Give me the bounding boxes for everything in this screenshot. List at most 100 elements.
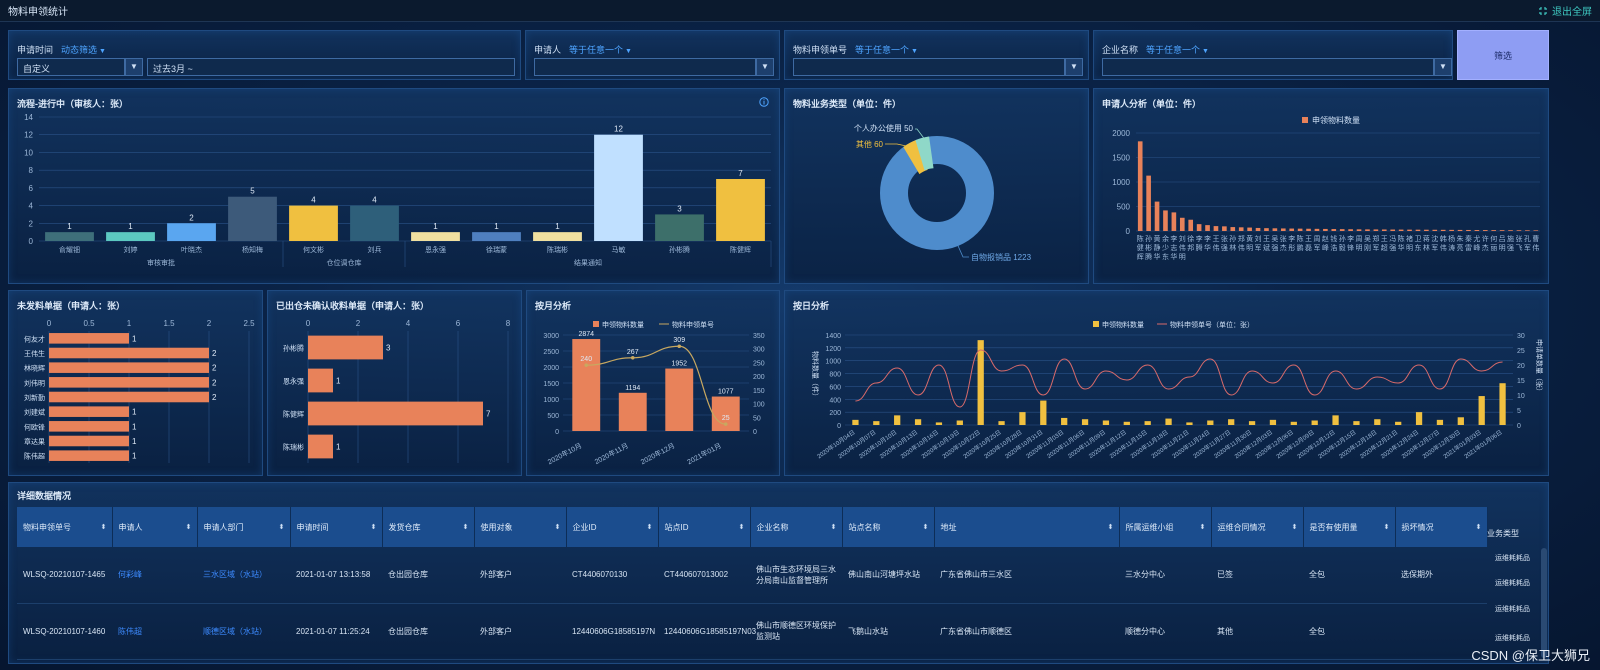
bar (1306, 228, 1311, 231)
company-filter-mode[interactable]: 等于任意一个 (1146, 45, 1201, 55)
table-cell: 12440606G18585197N03 (658, 603, 756, 660)
table-cell: 全包 (1303, 547, 1395, 604)
x-tick-label: 杰 (1482, 243, 1489, 252)
chevron-down-icon: ▼ (911, 48, 918, 55)
column-header[interactable]: 站点ID ⬍ (658, 507, 751, 547)
line-series (855, 349, 1503, 408)
bar (914, 419, 922, 425)
bar (1395, 421, 1402, 425)
filter-submit-button[interactable]: 筛选 (1457, 30, 1549, 80)
column-header[interactable]: 企业ID ⬍ (566, 507, 659, 547)
label-leader-personal (915, 128, 927, 142)
sort-icon[interactable]: ⬍ (830, 524, 837, 531)
bar (533, 232, 582, 241)
bar (956, 420, 963, 425)
date-range-input[interactable]: 过去3月 ~ (147, 58, 515, 76)
sort-icon[interactable]: ⬍ (922, 524, 929, 531)
order-no-select[interactable] (793, 58, 1065, 76)
table-cell: 2021-01-07 13:13:58 (290, 547, 382, 604)
column-header[interactable]: 地址 ⬍ (934, 507, 1120, 547)
info-icon[interactable] (759, 97, 769, 107)
biz-type-header[interactable]: 业务类型 (1487, 529, 1519, 538)
column-header[interactable]: 运维合同情况 ⬍ (1211, 507, 1304, 547)
label-reimb: 自物报销品 1223 (971, 252, 1032, 262)
sort-icon[interactable]: ⬍ (1291, 524, 1298, 531)
x-tick-label: 赵 (1322, 234, 1329, 243)
x-tick-label: 沈 (1431, 234, 1438, 243)
sort-icon[interactable]: ⬍ (1107, 524, 1114, 531)
column-header[interactable]: 企业名称 ⬍ (750, 507, 843, 547)
order-filter-mode[interactable]: 等于任意一个 (855, 45, 910, 55)
column-header[interactable]: 是否有使用量 ⬍ (1303, 507, 1396, 547)
date-filter-label: 申请时间 动态筛选 ▼ (17, 43, 106, 56)
company-select[interactable] (1102, 58, 1434, 76)
sort-icon[interactable]: ⬍ (370, 524, 377, 531)
bar (1165, 418, 1172, 425)
applicant-filter-mode[interactable]: 等于任意一个 (569, 45, 624, 55)
sort-icon[interactable]: ⬍ (1199, 524, 1206, 531)
applicant-dropdown-icon[interactable]: ▼ (756, 58, 774, 76)
x-tick-label: 叶晓杰 (181, 245, 202, 254)
line-point (723, 422, 728, 426)
bar (873, 421, 880, 425)
chevron-down-icon: ▼ (99, 48, 106, 55)
bar-value-label: 1 (132, 437, 137, 446)
bar (1264, 228, 1269, 231)
table-row[interactable]: WLSQ-20210107-1460 陈伟超 顺德区域（水站） 2021-01-07 … (17, 603, 1487, 660)
exit-fullscreen-button[interactable]: 退出全屏 (1538, 3, 1592, 18)
y-right-tick-label: 100 (753, 402, 765, 409)
x-tick-label: 郑 (1372, 235, 1379, 243)
sort-icon[interactable]: ⬍ (462, 524, 469, 531)
sort-icon[interactable]: ⬍ (1383, 524, 1390, 531)
sort-icon[interactable]: ⬍ (738, 524, 745, 531)
column-header[interactable]: 站点名称 ⬍ (842, 507, 935, 547)
column-header[interactable]: 申请人 ⬍ (112, 507, 198, 547)
bar (308, 434, 333, 459)
column-header-label: 地址 (940, 522, 957, 532)
table-cell[interactable]: 三水区域（水站） (197, 547, 290, 604)
bar (1238, 227, 1244, 231)
bar-value-label: 1 (336, 443, 341, 452)
x-tick-label: 伟 (1532, 243, 1539, 252)
column-header[interactable]: 所属运维小组 ⬍ (1119, 507, 1212, 547)
column-header[interactable]: 物料申领单号 ⬍ (17, 507, 113, 547)
x-tick-label: 超 (1381, 243, 1388, 252)
table-scrollbar[interactable] (1541, 548, 1547, 658)
sort-icon[interactable]: ⬍ (1475, 524, 1482, 531)
sort-icon[interactable]: ⬍ (554, 524, 561, 531)
order-no-dropdown-icon[interactable]: ▼ (1065, 58, 1083, 76)
table-row[interactable]: WLSQ-20210107-1465 何彩峰 三水区域（水站） 2021-01-07 … (17, 547, 1487, 604)
bar (1179, 217, 1185, 231)
table-cell[interactable]: 陈伟超 (112, 603, 197, 660)
x-tick-label: 刘婷 (124, 245, 138, 254)
y-tick-label: 2 (29, 219, 34, 228)
x-tick-label: 明 (1356, 244, 1363, 252)
company-dropdown-icon[interactable]: ▼ (1434, 58, 1452, 76)
bar (1255, 227, 1261, 231)
table-cell: 其他 (1211, 603, 1303, 660)
date-filter-mode[interactable]: 动态筛选 (61, 45, 98, 55)
bar (1348, 229, 1353, 231)
y-tick-label: 刘伟明 (24, 378, 45, 387)
applicant-select[interactable] (534, 58, 756, 76)
sort-icon[interactable]: ⬍ (100, 524, 107, 531)
y-tick-label: 3000 (543, 333, 559, 340)
column-header[interactable]: 申请时间 ⬍ (290, 507, 383, 547)
date-mode-dropdown-icon[interactable]: ▼ (125, 58, 143, 76)
sort-icon[interactable]: ⬍ (646, 524, 653, 531)
table-cell[interactable]: 何彩峰 (112, 547, 197, 604)
y-right-axis-label: 申请单数量（张） (1535, 339, 1544, 395)
table-cell: 飞鹅山水站 (842, 603, 934, 660)
column-header[interactable]: 使用对象 ⬍ (474, 507, 567, 547)
sort-icon[interactable]: ⬍ (185, 524, 192, 531)
table-cell[interactable]: 顺德区域（水站） (197, 603, 290, 660)
column-header[interactable]: 损坏情况 ⬍ (1395, 507, 1488, 547)
bar (1415, 412, 1423, 425)
y-right-tick-label: 25 (1517, 348, 1525, 355)
x-tick-label: 明 (1406, 244, 1413, 252)
date-mode-select[interactable]: 自定义 (17, 58, 125, 76)
bar (1525, 230, 1530, 231)
column-header[interactable]: 申请人部门 ⬍ (197, 507, 291, 547)
sort-icon[interactable]: ⬍ (278, 524, 285, 531)
column-header[interactable]: 发货仓库 ⬍ (382, 507, 475, 547)
